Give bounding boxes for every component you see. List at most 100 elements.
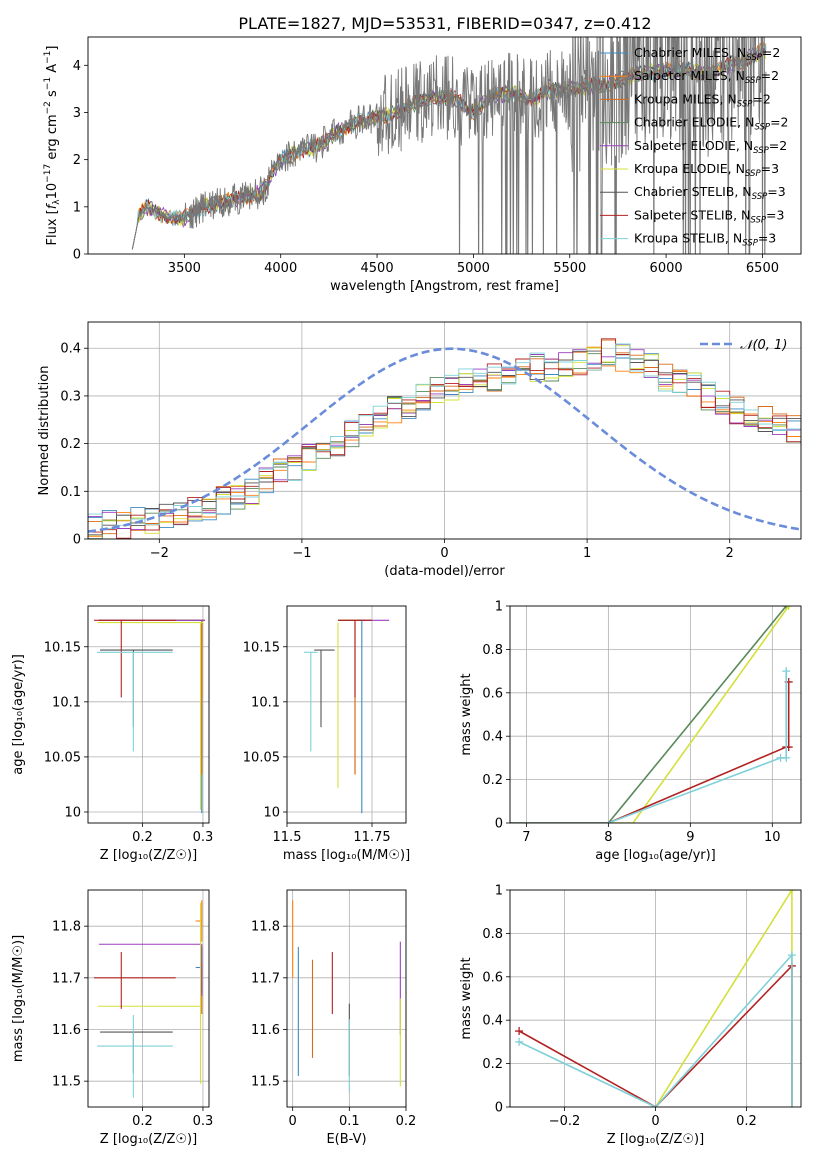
y-tick-label: 0.3 — [60, 389, 81, 404]
y-tick-label: 0 — [495, 817, 503, 832]
y-axis-label: Normed distribution — [37, 366, 52, 496]
histogram-step — [88, 345, 801, 539]
observed-spectrum-line — [131, 37, 767, 254]
x-tick-label: 7 — [522, 830, 530, 845]
legend-entry-6: Chabrier STELIB, NSSP=3 — [634, 184, 786, 202]
y-tick-label: 11.5 — [251, 1075, 280, 1090]
y-tick-label: 11.8 — [251, 920, 280, 935]
y-tick-label: 10.05 — [243, 750, 280, 765]
x-tick-label: 0.3 — [193, 1114, 214, 1129]
histogram-step — [88, 353, 801, 539]
gaussian-reference-curve — [88, 347, 801, 533]
x-tick-label: 5500 — [553, 261, 586, 276]
y-axis-label: mass weight — [459, 957, 474, 1039]
x-tick-label: 0.3 — [193, 830, 214, 845]
x-tick-label: 2 — [726, 546, 734, 561]
x-tick-label: 0 — [440, 546, 448, 561]
histogram-step — [88, 343, 801, 539]
axes-frame — [286, 889, 407, 1108]
legend-entry-8: Kroupa STELIB, NSSP=3 — [634, 231, 776, 249]
y-tick-label: 0 — [73, 248, 81, 263]
y-tick-label: 10.05 — [44, 750, 81, 765]
axes-frame — [509, 605, 802, 824]
y-tick-label: 10.1 — [52, 695, 81, 710]
y-tick-label: 0 — [495, 1101, 503, 1116]
x-tick-label: −2 — [150, 546, 169, 561]
x-tick-label: 9 — [686, 830, 694, 845]
y-tick-label: 0 — [73, 533, 81, 548]
y-tick-label: 0.2 — [482, 1057, 503, 1072]
legend-entry-4: Salpeter ELODIE, NSSP=2 — [634, 138, 787, 156]
y-axis-label: Flux [fλ10−17 erg cm−2 s−1 A−1] — [43, 46, 62, 246]
y-tick-label: 0.1 — [60, 485, 81, 500]
x-tick-label: 0.2 — [132, 1114, 153, 1129]
x-axis-label: age [log₁₀(age/yr)] — [595, 848, 716, 863]
y-tick-label: 10.1 — [251, 695, 280, 710]
x-tick-label: 5000 — [457, 261, 490, 276]
x-tick-label: 11.75 — [353, 830, 390, 845]
histogram-step — [88, 343, 801, 539]
y-tick-label: 1 — [495, 884, 503, 899]
mass-weight-line — [510, 682, 790, 823]
mass-weight-marker — [515, 1037, 524, 1046]
x-tick-label: 0.2 — [396, 1114, 417, 1129]
y-tick-label: 0.4 — [482, 730, 503, 745]
x-axis-label: (data-model)/error — [384, 564, 505, 579]
plot-area-age_vs_mass — [287, 606, 406, 823]
legend-entry-2: Kroupa MILES, NSSP=2 — [634, 91, 771, 109]
legend-entry-0: Chabrier MILES, NSSP=2 — [634, 45, 780, 63]
axes-frame — [87, 321, 802, 540]
plot-area-age_vs_Z — [88, 606, 209, 823]
mass-weight-marker — [515, 1027, 524, 1036]
plot-area-residuals — [88, 322, 801, 539]
y-axis-label: age [log₁₀(age/yr)] — [11, 654, 26, 775]
mass-weight-marker — [782, 753, 791, 762]
x-tick-label: 4500 — [361, 261, 394, 276]
histogram-step — [88, 343, 801, 539]
x-tick-label: 0 — [289, 1114, 297, 1129]
histogram-step — [88, 339, 801, 539]
legend-entry-5: Kroupa ELODIE, NSSP=3 — [634, 161, 779, 179]
y-tick-label: 4 — [73, 59, 81, 74]
y-tick-label: 11.5 — [52, 1075, 81, 1090]
x-axis-label: Z [log₁₀(Z/Z☉)] — [100, 1132, 197, 1147]
x-tick-label: 0.2 — [736, 1114, 757, 1129]
x-tick-label: 0.1 — [339, 1114, 360, 1129]
histogram-step — [88, 346, 801, 539]
y-tick-label: 0.6 — [482, 970, 503, 985]
mass-weight-marker — [784, 606, 793, 610]
x-axis-label: Z [log₁₀(Z/Z☉)] — [100, 848, 197, 863]
y-tick-label: 0.8 — [482, 927, 503, 942]
mass-weight-line — [654, 890, 793, 1107]
x-tick-label: 0.2 — [132, 830, 153, 845]
plot-area-massweight_vs_Z — [510, 890, 801, 1107]
axes-frame — [87, 889, 210, 1108]
x-tick-label: 10 — [764, 830, 781, 845]
y-tick-label: 0.2 — [482, 773, 503, 788]
y-tick-label: 3 — [73, 106, 81, 121]
axes-frame — [87, 605, 210, 824]
legend-label-gaussian: 𝒩(0, 1) — [740, 338, 787, 353]
y-tick-label: 1 — [73, 200, 81, 215]
x-tick-label: −1 — [292, 546, 311, 561]
plot-area-spectrum — [131, 37, 767, 254]
figure-title: PLATE=1827, MJD=53531, FIBERID=0347, z=0… — [238, 14, 651, 33]
y-tick-label: 0.8 — [482, 643, 503, 658]
axes-frame — [509, 889, 802, 1108]
x-tick-label: 1 — [583, 546, 591, 561]
mass-weight-line — [510, 671, 787, 823]
y-tick-label: 11.8 — [52, 920, 81, 935]
y-tick-label: 1 — [495, 600, 503, 615]
y-tick-label: 11.7 — [251, 971, 280, 986]
x-tick-label: 0 — [651, 1114, 659, 1129]
axes-frame — [87, 36, 802, 255]
mass-weight-marker — [787, 890, 796, 894]
mass-weight-line — [510, 606, 790, 823]
mass-weight-marker — [782, 667, 791, 676]
x-axis-label: Z [log₁₀(Z/Z☉)] — [607, 1132, 704, 1147]
y-tick-label: 11.6 — [251, 1023, 280, 1038]
plot-area-mass_vs_ebv — [287, 890, 406, 1107]
y-tick-label: 10 — [64, 805, 81, 820]
mass-weight-marker — [787, 951, 796, 960]
